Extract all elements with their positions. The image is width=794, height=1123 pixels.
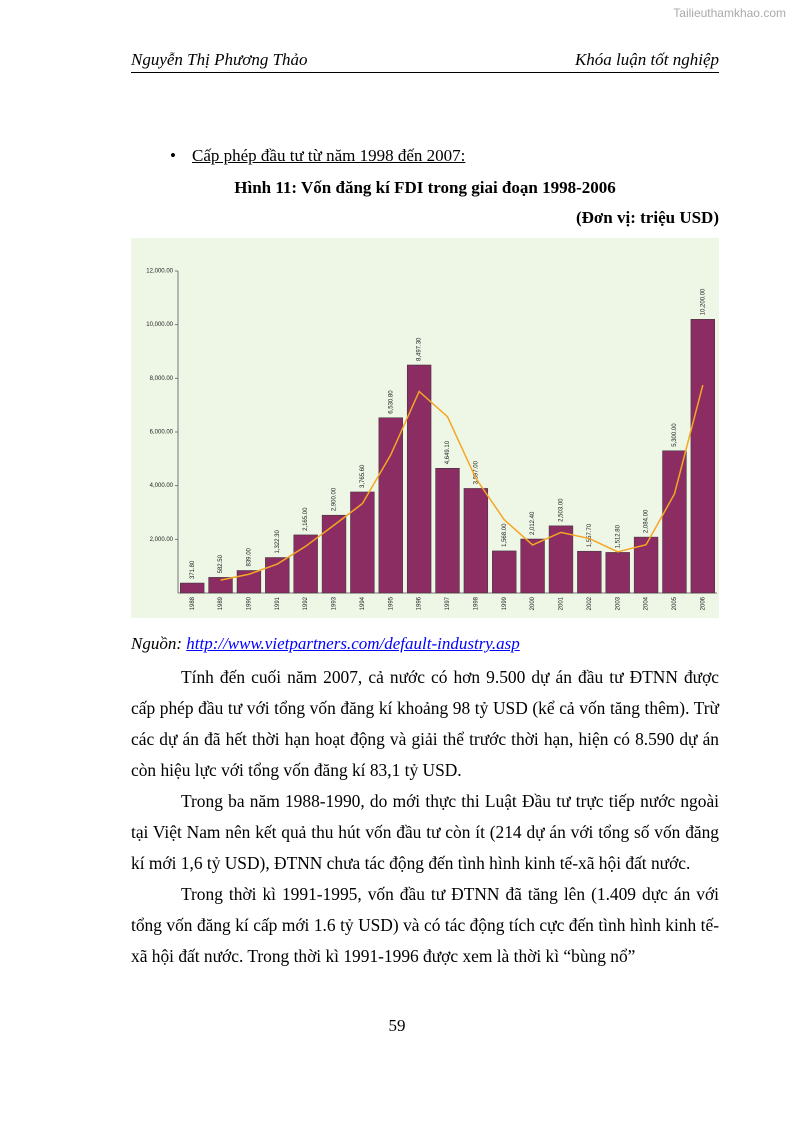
figure-title: Hình 11: Vốn đăng kí FDI trong giai đoạn…: [234, 178, 616, 197]
paragraph: Trong thời kì 1991-1995, vốn đầu tư ĐTNN…: [131, 884, 719, 966]
bar: [208, 577, 233, 594]
value-label: 2,084.00: [644, 509, 650, 533]
thesis: Khóa luận tốt nghiệp: [574, 50, 719, 69]
x-tick-label: 1994: [360, 596, 366, 610]
bar: [293, 534, 318, 594]
value-label: 4,649.10: [445, 440, 451, 464]
value-label: 1,557.70: [587, 523, 593, 547]
value-label: 6,530.80: [388, 390, 394, 414]
bar: [435, 467, 460, 594]
y-tick-label: 6,000.00: [150, 430, 174, 436]
author: Nguyễn Thị Phương Thảo: [131, 50, 308, 69]
figure-unit: (Đơn vị: triệu USD): [575, 208, 719, 227]
chart: 2,000.00 4,000.00 6,000.00 8,000.00 10,000.0…: [131, 238, 719, 618]
x-tick-label: 1995: [388, 596, 394, 610]
bar: [520, 538, 545, 594]
header: Nguyễn Thị Phương Thảo Khóa luận tốt nghi…: [131, 50, 719, 73]
bar: [605, 552, 630, 594]
bar: [463, 488, 489, 594]
value-label: 5,300.00: [672, 423, 678, 447]
value-label: 582.50: [218, 554, 224, 573]
bullet: Cấp phép đầu tư từ năm 1998 đến 2007:: [170, 146, 466, 166]
bar: [378, 417, 403, 594]
value-label: 3,897.00: [473, 460, 479, 484]
bar: [577, 550, 602, 594]
y-tick-label: 12,000.00: [146, 269, 173, 275]
bar: [690, 319, 715, 594]
source: Nguồn: http://www.vietpartners.com/defau…: [131, 634, 520, 654]
x-tick-label: 1988: [190, 596, 196, 610]
x-tick-label: 1997: [445, 596, 451, 610]
x-tick-label: 1990: [246, 596, 252, 610]
x-tick-label: 1992: [303, 596, 309, 610]
bullet-text: Cấp phép đầu tư từ năm 1998 đến 2007:: [192, 146, 466, 165]
value-label: 1,512.80: [615, 524, 621, 548]
x-tick-label: 2002: [587, 596, 593, 610]
x-tick-label: 1996: [417, 596, 423, 610]
x-tick-label: 1999: [502, 596, 508, 610]
x-tick-label: 1993: [332, 596, 338, 610]
x-tick-label: 2004: [644, 596, 650, 610]
value-label: 371.80: [190, 560, 196, 579]
value-label: 2,900.00: [332, 487, 338, 511]
paragraph: Trong ba năm 1988-1990, do mới thực thi …: [131, 791, 719, 873]
value-label: 1,568.00: [502, 523, 508, 547]
bar: [633, 536, 659, 594]
x-tick-label: 1989: [218, 596, 224, 610]
bar: [350, 491, 375, 594]
value-label: 3,765.60: [360, 464, 366, 488]
value-label: 2,165.00: [303, 507, 309, 531]
value-label: 2,503.00: [559, 498, 565, 522]
bar: [321, 514, 347, 594]
x-tick-label: 1998: [473, 596, 479, 610]
bar: [406, 364, 432, 594]
y-tick-label: 4,000.00: [150, 483, 174, 489]
trend-line: [220, 384, 704, 581]
value-label: 2,012.40: [530, 511, 536, 535]
body: Tính đến cuối năm 2007, cả nước có hơn 9…: [131, 662, 719, 972]
x-tick-label: 2003: [615, 596, 621, 610]
x-tick-label: 2005: [672, 596, 678, 610]
y-tick-label: 10,000.00: [146, 322, 173, 328]
value-label: 10,200.00: [700, 288, 706, 315]
bar: [180, 582, 205, 594]
bar: [492, 550, 517, 594]
source-link[interactable]: http://www.vietpartners.com/default-indu…: [186, 634, 520, 653]
x-tick-label: 2001: [559, 596, 565, 610]
x-tick-label: 2000: [530, 596, 536, 610]
value-label: 8,497.30: [417, 337, 423, 361]
x-tick-label: 2006: [700, 596, 706, 610]
bar: [548, 525, 574, 594]
value-label: 839.00: [246, 547, 252, 566]
bar: [265, 557, 290, 594]
y-tick-label: 8,000.00: [150, 376, 174, 382]
bar: [662, 450, 687, 594]
page-number: 59: [388, 1016, 406, 1035]
paragraph: Tính đến cuối năm 2007, cả nước có hơn 9…: [131, 667, 719, 780]
x-tick-label: 1991: [275, 596, 281, 610]
value-label: 1,322.30: [275, 529, 281, 553]
source-label: Nguồn:: [131, 634, 182, 653]
y-tick-label: 2,000.00: [150, 537, 174, 543]
watermark: Tailieuthamkhao.com: [673, 6, 786, 20]
